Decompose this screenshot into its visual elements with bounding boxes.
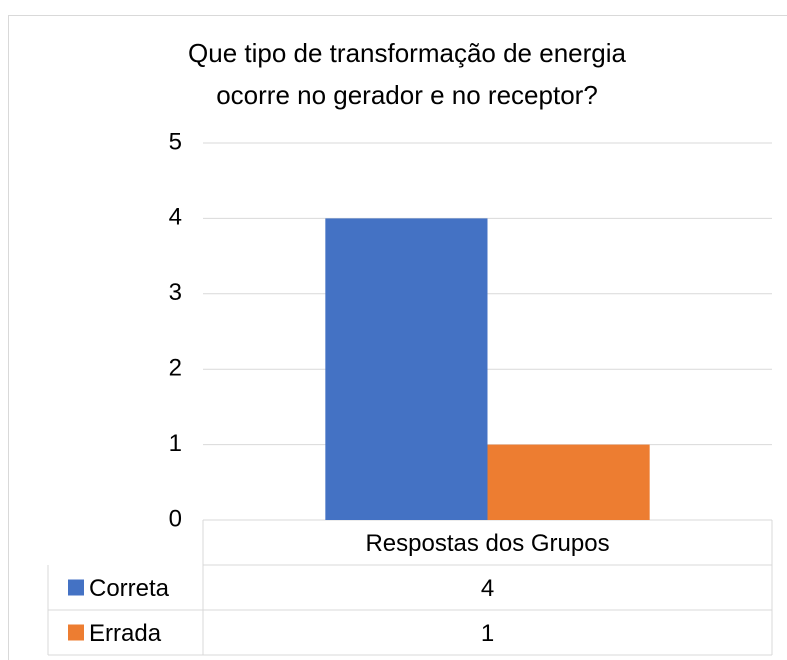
- legend-key: [68, 579, 84, 596]
- table-value: 4: [481, 575, 494, 602]
- legend-label: Correta: [89, 575, 170, 602]
- y-tick-label: 4: [169, 204, 182, 231]
- y-tick-label: 1: [169, 430, 182, 457]
- chart-title: Que tipo de transformação de energia: [188, 38, 626, 68]
- y-tick-label: 5: [169, 128, 182, 155]
- table-value: 1: [481, 620, 494, 647]
- legend-label: Errada: [89, 620, 162, 647]
- y-tick-label: 2: [169, 355, 182, 382]
- y-tick-label: 3: [169, 279, 182, 306]
- chart-title: ocorre no gerador e no receptor?: [216, 80, 598, 110]
- bar: [325, 218, 488, 520]
- y-tick-label: 0: [169, 505, 182, 532]
- bar: [487, 444, 650, 520]
- x-tick-label: Respostas dos Grupos: [365, 530, 609, 557]
- legend-key: [68, 624, 84, 641]
